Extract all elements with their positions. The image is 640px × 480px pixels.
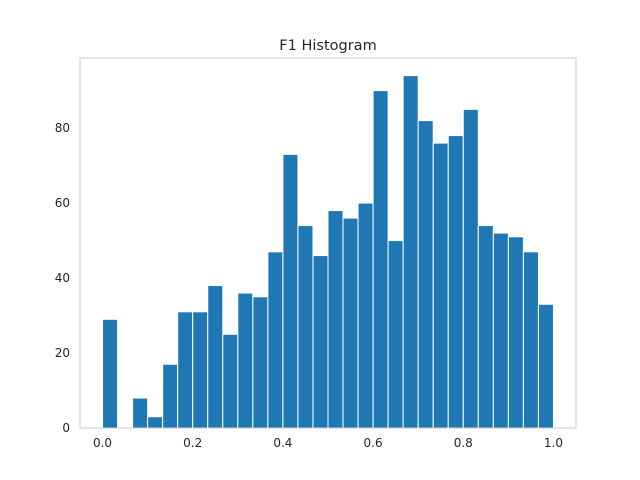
x-tick-label: 0.4 — [273, 436, 292, 450]
histogram-bar — [507, 236, 524, 429]
histogram-bar — [327, 210, 344, 429]
chart-title: F1 Histogram — [279, 38, 376, 54]
histogram-bar — [342, 217, 359, 429]
y-tick-label: 80 — [55, 121, 70, 135]
histogram-bar — [372, 90, 389, 429]
histogram-bar — [357, 202, 374, 429]
histogram-bar — [312, 255, 329, 429]
histogram-bar — [237, 292, 254, 429]
y-axis-ticks: 0 20 40 60 80 — [55, 121, 70, 435]
histogram-bar — [162, 363, 179, 429]
histogram-bar — [462, 108, 479, 429]
x-tick-label: 0.0 — [93, 436, 112, 450]
histogram-bar — [102, 318, 119, 429]
histogram-bar — [282, 153, 299, 429]
histogram-bar — [447, 135, 464, 429]
y-tick-label: 40 — [55, 271, 70, 285]
histogram-bar — [477, 225, 494, 429]
histogram-bar — [402, 75, 419, 429]
x-tick-label: 1.0 — [544, 436, 563, 450]
x-tick-label: 0.2 — [183, 436, 202, 450]
histogram-bar — [207, 285, 224, 429]
histogram-bar — [132, 397, 149, 429]
histogram-bar — [522, 251, 539, 429]
plot-frame — [79, 57, 577, 429]
histogram-bar — [432, 142, 449, 429]
y-tick-label: 60 — [55, 196, 70, 210]
histogram-bar — [387, 240, 404, 429]
y-tick-label: 0 — [62, 421, 70, 435]
histogram-bar — [537, 303, 554, 429]
histogram-bar — [222, 333, 239, 429]
histogram-bar — [417, 120, 434, 429]
histogram-bar — [177, 311, 194, 429]
histogram-bar — [252, 296, 269, 429]
histogram-bar — [192, 311, 209, 429]
bars-group — [102, 75, 554, 429]
histogram-bar — [267, 251, 284, 429]
histogram-bar — [297, 225, 314, 429]
x-tick-label: 0.8 — [454, 436, 473, 450]
x-tick-label: 0.6 — [364, 436, 383, 450]
y-tick-label: 20 — [55, 346, 70, 360]
histogram-bar — [492, 232, 509, 429]
histogram-bar — [147, 416, 164, 429]
x-axis-ticks: 0.0 0.2 0.4 0.6 0.8 1.0 — [93, 436, 563, 450]
